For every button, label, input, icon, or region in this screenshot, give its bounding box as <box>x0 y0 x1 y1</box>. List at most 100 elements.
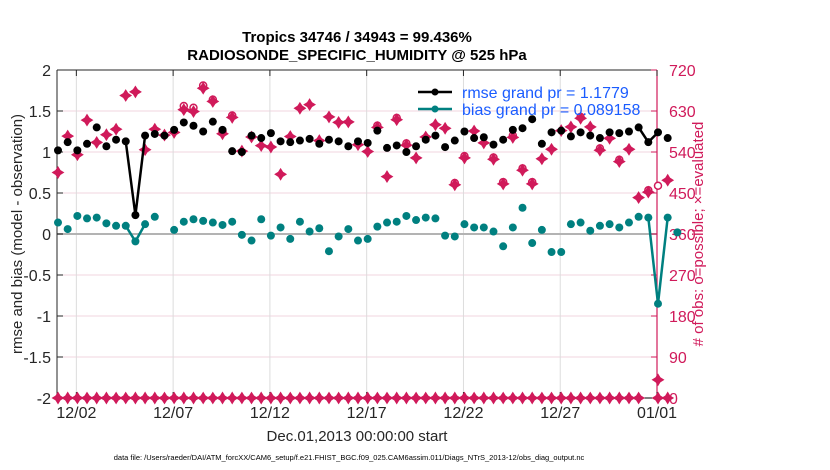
obs-zero-marker <box>525 391 539 405</box>
obs-evaluated-shape <box>380 391 394 405</box>
obs-evaluated-shape <box>254 391 268 405</box>
obs-evaluated-shape <box>90 391 104 405</box>
bias-point <box>576 218 585 227</box>
bias-point <box>112 221 121 230</box>
obs-zero-marker <box>187 391 200 405</box>
rmse-point <box>83 139 92 148</box>
obs-zero-marker <box>622 391 636 405</box>
obs-evaluated-shape <box>409 391 423 405</box>
obs-zero-marker <box>119 391 133 405</box>
x-tick-label: 12/22 <box>443 405 483 422</box>
obs-evaluated-shape <box>138 143 152 157</box>
rmse-point <box>189 121 198 130</box>
bias-point <box>615 223 624 232</box>
obs-evaluated-shape <box>225 391 239 405</box>
obs-zero-marker <box>554 391 568 405</box>
bias-point <box>654 299 662 308</box>
bias-point <box>54 218 62 227</box>
obs-evaluated-shape <box>341 115 355 129</box>
obs-zero-marker <box>80 391 94 405</box>
left-tick-label: -1.5 <box>23 350 51 367</box>
obs-zero-marker <box>496 391 510 405</box>
obs-evaluated-shape <box>448 178 462 192</box>
obs-evaluated-shape <box>603 391 617 405</box>
obs-evaluated-shape <box>283 391 297 405</box>
bias-point <box>247 236 256 245</box>
obs-evaluated-shape <box>235 391 249 405</box>
obs-zero-marker <box>506 391 520 405</box>
x-tick-label: 12/12 <box>250 405 290 422</box>
obs-evaluated-marker <box>51 166 65 179</box>
obs-evaluated-shape <box>119 391 133 405</box>
obs-evaluated-shape <box>90 135 104 149</box>
x-axis-ticks: 12/02 12/07 12/12 12/17 12/22 12/27 01/01 <box>56 70 677 422</box>
bias-point <box>141 220 150 229</box>
rmse-point <box>470 134 479 143</box>
obs-evaluated-shape <box>361 145 375 158</box>
bias-point <box>179 217 188 226</box>
obs-evaluated-marker <box>467 124 481 138</box>
bias-point <box>537 225 546 234</box>
obs-evaluated-marker <box>177 103 191 117</box>
obs-evaluated-shape <box>545 391 558 405</box>
rmse-point <box>421 135 430 144</box>
obs-evaluated-shape <box>399 391 413 405</box>
obs-zero-marker <box>303 391 317 405</box>
obs-zero-marker <box>487 391 500 405</box>
data-file-footnote: data file: /Users/raeder/DAI/ATM_forcXX/… <box>114 453 585 462</box>
obs-evaluated-shape <box>206 94 220 108</box>
obs-evaluated-shape <box>216 391 229 405</box>
obs-evaluated-marker <box>380 170 394 184</box>
obs-evaluated-shape <box>177 391 191 405</box>
obs-evaluated-shape <box>361 391 375 405</box>
obs-evaluated-shape <box>119 89 133 102</box>
right-tick-label: 720 <box>669 63 696 80</box>
obs-evaluated-marker <box>641 185 655 199</box>
rmse-point <box>228 147 237 156</box>
obs-evaluated-marker <box>254 139 268 153</box>
rmse-point <box>324 135 333 144</box>
bias-point <box>237 230 246 239</box>
obs-zero-marker <box>632 391 646 405</box>
x-tick-label: 12/27 <box>540 405 580 422</box>
obs-zero-marker <box>158 391 171 405</box>
obs-evaluated-marker <box>583 120 597 134</box>
obs-evaluated-shape <box>274 167 288 181</box>
obs-evaluated-marker <box>138 143 152 157</box>
rmse-point <box>92 123 101 132</box>
rmse-point <box>54 146 62 155</box>
obs-zero-marker <box>603 391 617 405</box>
obs-zero-marker <box>128 391 142 405</box>
obs-evaluated-marker <box>206 94 220 108</box>
legend: rmse grand pr = 1.1779 bias grand pr = 0… <box>418 85 640 119</box>
obs-evaluated-shape <box>641 185 655 199</box>
bias-point <box>489 227 498 236</box>
series-lines <box>54 115 682 308</box>
rmse-point <box>63 138 72 147</box>
obs-evaluated-marker <box>612 155 626 169</box>
obs-evaluated-shape <box>167 391 181 405</box>
bias-point <box>63 225 72 234</box>
obs-evaluated-marker <box>496 177 510 191</box>
obs-zero-marker <box>438 391 452 405</box>
obs-zero-marker <box>61 391 75 405</box>
obs-evaluated-marker <box>128 85 142 99</box>
obs-evaluated-shape <box>390 113 404 127</box>
rmse-point <box>179 118 188 127</box>
obs-zero-marker <box>177 391 191 405</box>
bias-point <box>508 223 517 232</box>
bias-point <box>286 234 295 243</box>
rmse-point <box>237 148 246 156</box>
rmse-point <box>605 128 614 137</box>
bias-point <box>344 225 353 234</box>
obs-count-markers <box>51 81 675 405</box>
obs-evaluated-shape <box>496 177 510 191</box>
obs-evaluated-shape <box>332 115 346 129</box>
obs-zero-marker <box>51 391 65 405</box>
obs-zero-marker <box>409 391 423 405</box>
bias-point <box>102 219 111 228</box>
obs-zero-marker <box>254 391 268 405</box>
bias-point <box>324 247 333 256</box>
rmse-point <box>334 137 343 146</box>
bias-point <box>383 218 392 227</box>
